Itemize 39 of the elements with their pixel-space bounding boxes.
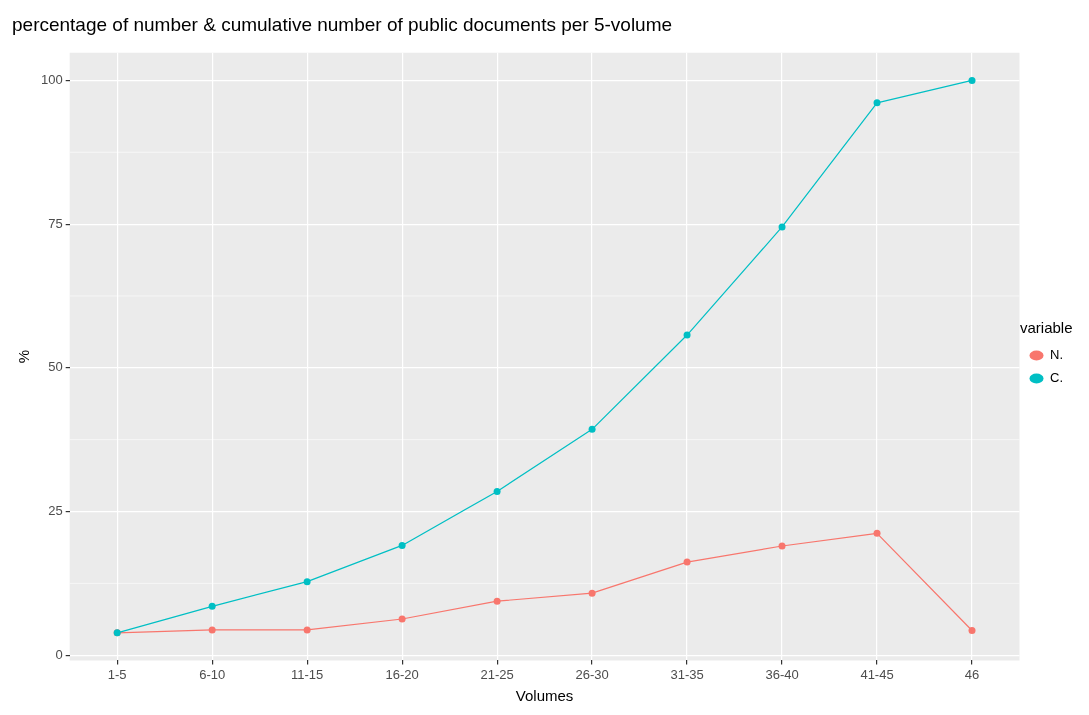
y-tick-label: 100 [40, 71, 63, 87]
point [588, 425, 596, 433]
y-tick-label: 50 [48, 359, 63, 375]
x-axis-title: Volumes [515, 687, 574, 705]
x-tick-label: 41-45 [860, 666, 894, 682]
x-tick-label: 21-25 [480, 666, 514, 682]
point [208, 602, 216, 610]
x-tick-label: 31-35 [670, 666, 704, 682]
point [778, 542, 786, 550]
x-tick-label: 11-15 [290, 666, 324, 682]
point [398, 541, 406, 549]
point [303, 578, 311, 586]
y-tick-label: 0 [55, 646, 63, 662]
point [208, 626, 216, 634]
x-tick-label: 6-10 [199, 666, 226, 682]
point [873, 529, 881, 537]
x-tick-label: 26-30 [575, 666, 609, 682]
point [873, 99, 881, 107]
point [683, 331, 691, 339]
x-tick-label: 36-40 [765, 666, 799, 682]
point [968, 76, 976, 84]
point [778, 223, 786, 231]
legend-label: N. [1050, 347, 1063, 363]
x-tick-label: 16-20 [385, 666, 419, 682]
point [968, 627, 976, 635]
y-axis-title: % [15, 349, 33, 364]
x-tick-label: 1-5 [107, 666, 127, 682]
x-tick-label: 46 [964, 666, 980, 682]
point [398, 615, 406, 623]
chart-title: percentage of number & cumulative number of public documents per 5-volume [12, 13, 673, 35]
legend-label: C. [1050, 370, 1063, 386]
y-tick-label: 25 [48, 503, 63, 519]
point [493, 597, 501, 605]
point [683, 558, 691, 566]
point [588, 589, 596, 597]
point [493, 487, 501, 495]
point [303, 626, 311, 634]
legend-title: variable [1019, 318, 1073, 336]
y-tick-label: 75 [48, 215, 63, 231]
